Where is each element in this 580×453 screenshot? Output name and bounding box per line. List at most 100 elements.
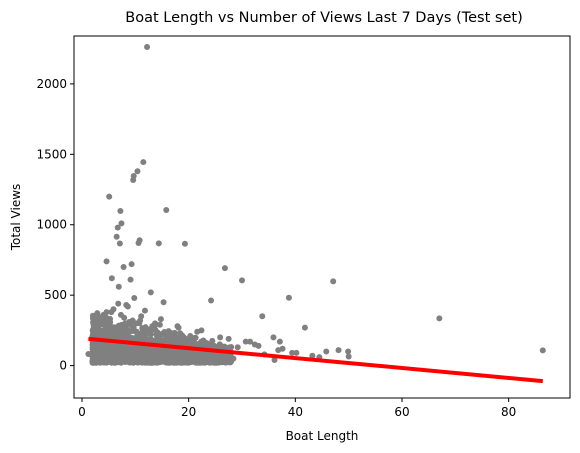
data-point bbox=[151, 356, 157, 362]
data-point bbox=[286, 295, 292, 301]
data-point bbox=[131, 359, 137, 365]
y-tick-label: 1000 bbox=[36, 218, 67, 232]
data-point bbox=[226, 336, 232, 342]
data-point bbox=[194, 352, 200, 358]
data-point bbox=[158, 316, 164, 322]
data-point bbox=[149, 323, 155, 329]
data-point bbox=[136, 240, 142, 246]
data-point bbox=[115, 301, 121, 307]
data-point bbox=[142, 308, 148, 314]
data-point bbox=[270, 334, 276, 340]
data-point bbox=[105, 326, 111, 332]
data-point bbox=[116, 284, 122, 290]
data-point bbox=[126, 335, 132, 341]
x-tick-label: 80 bbox=[501, 405, 516, 419]
y-tick-label: 0 bbox=[59, 359, 67, 373]
data-point bbox=[188, 359, 194, 365]
data-point bbox=[110, 306, 116, 312]
data-point bbox=[208, 298, 214, 304]
data-point bbox=[167, 348, 173, 354]
data-point bbox=[222, 265, 228, 271]
data-point bbox=[157, 332, 163, 338]
data-point bbox=[156, 240, 162, 246]
data-point bbox=[182, 241, 188, 247]
data-point bbox=[128, 277, 134, 283]
data-point bbox=[115, 225, 121, 231]
y-axis-ticks: 0 500 1000 1500 2000 bbox=[36, 77, 74, 373]
data-point bbox=[152, 348, 158, 354]
data-point bbox=[133, 345, 139, 351]
data-point bbox=[111, 354, 117, 360]
data-point bbox=[143, 347, 149, 353]
data-point bbox=[228, 356, 234, 362]
data-point bbox=[166, 334, 172, 340]
x-tick-label: 40 bbox=[288, 405, 303, 419]
data-point bbox=[196, 360, 202, 366]
data-point bbox=[148, 331, 154, 337]
y-tick-label: 500 bbox=[44, 288, 67, 302]
data-point bbox=[336, 347, 342, 353]
data-point bbox=[96, 323, 102, 329]
data-point bbox=[117, 240, 123, 246]
data-point bbox=[183, 360, 189, 366]
data-point bbox=[540, 347, 546, 353]
data-point bbox=[174, 335, 180, 341]
data-point bbox=[218, 353, 224, 359]
data-point bbox=[117, 208, 123, 214]
data-point bbox=[131, 295, 137, 301]
x-axis-label: Boat Length bbox=[286, 429, 359, 443]
data-point bbox=[112, 343, 118, 349]
data-point bbox=[140, 356, 146, 362]
data-point bbox=[119, 347, 125, 353]
data-point bbox=[275, 347, 281, 353]
scatter-points bbox=[85, 44, 545, 366]
y-axis-label: Total Views bbox=[9, 184, 23, 252]
data-point bbox=[140, 336, 146, 342]
data-point bbox=[158, 337, 164, 343]
data-point bbox=[259, 313, 265, 319]
data-point bbox=[118, 312, 124, 318]
data-point bbox=[198, 339, 204, 345]
data-point bbox=[293, 350, 299, 356]
data-point bbox=[323, 349, 329, 355]
data-point bbox=[161, 299, 167, 305]
data-point bbox=[194, 329, 200, 335]
data-point bbox=[101, 357, 107, 363]
data-point bbox=[121, 264, 127, 270]
data-point bbox=[166, 359, 172, 365]
x-tick-label: 60 bbox=[394, 405, 409, 419]
data-point bbox=[140, 159, 146, 165]
data-point bbox=[302, 325, 308, 331]
data-point bbox=[109, 275, 115, 281]
data-point bbox=[97, 350, 103, 356]
data-point bbox=[118, 360, 124, 366]
data-point bbox=[157, 359, 163, 365]
data-point bbox=[114, 234, 120, 240]
x-tick-label: 20 bbox=[181, 405, 196, 419]
data-point bbox=[148, 289, 154, 295]
data-point bbox=[136, 320, 142, 326]
data-point bbox=[346, 353, 352, 359]
plot-area: 0 20 40 60 80 0 500 1000 1500 2000 bbox=[36, 36, 570, 419]
data-point bbox=[436, 315, 442, 321]
data-point bbox=[131, 325, 137, 331]
data-point bbox=[163, 207, 169, 213]
data-point bbox=[214, 360, 220, 366]
data-point bbox=[106, 194, 112, 200]
data-point bbox=[235, 344, 241, 350]
data-point bbox=[174, 323, 180, 329]
data-point bbox=[133, 350, 139, 356]
x-axis-ticks: 0 20 40 60 80 bbox=[78, 398, 516, 419]
chart-title: Boat Length vs Number of Views Last 7 Da… bbox=[125, 10, 522, 26]
data-point bbox=[173, 357, 179, 363]
data-point bbox=[104, 258, 110, 264]
data-point bbox=[184, 351, 190, 357]
data-point bbox=[168, 353, 174, 359]
data-point bbox=[90, 355, 96, 361]
x-tick-label: 0 bbox=[78, 405, 86, 419]
data-point bbox=[217, 334, 223, 340]
data-point bbox=[256, 343, 262, 349]
data-point bbox=[157, 322, 163, 328]
